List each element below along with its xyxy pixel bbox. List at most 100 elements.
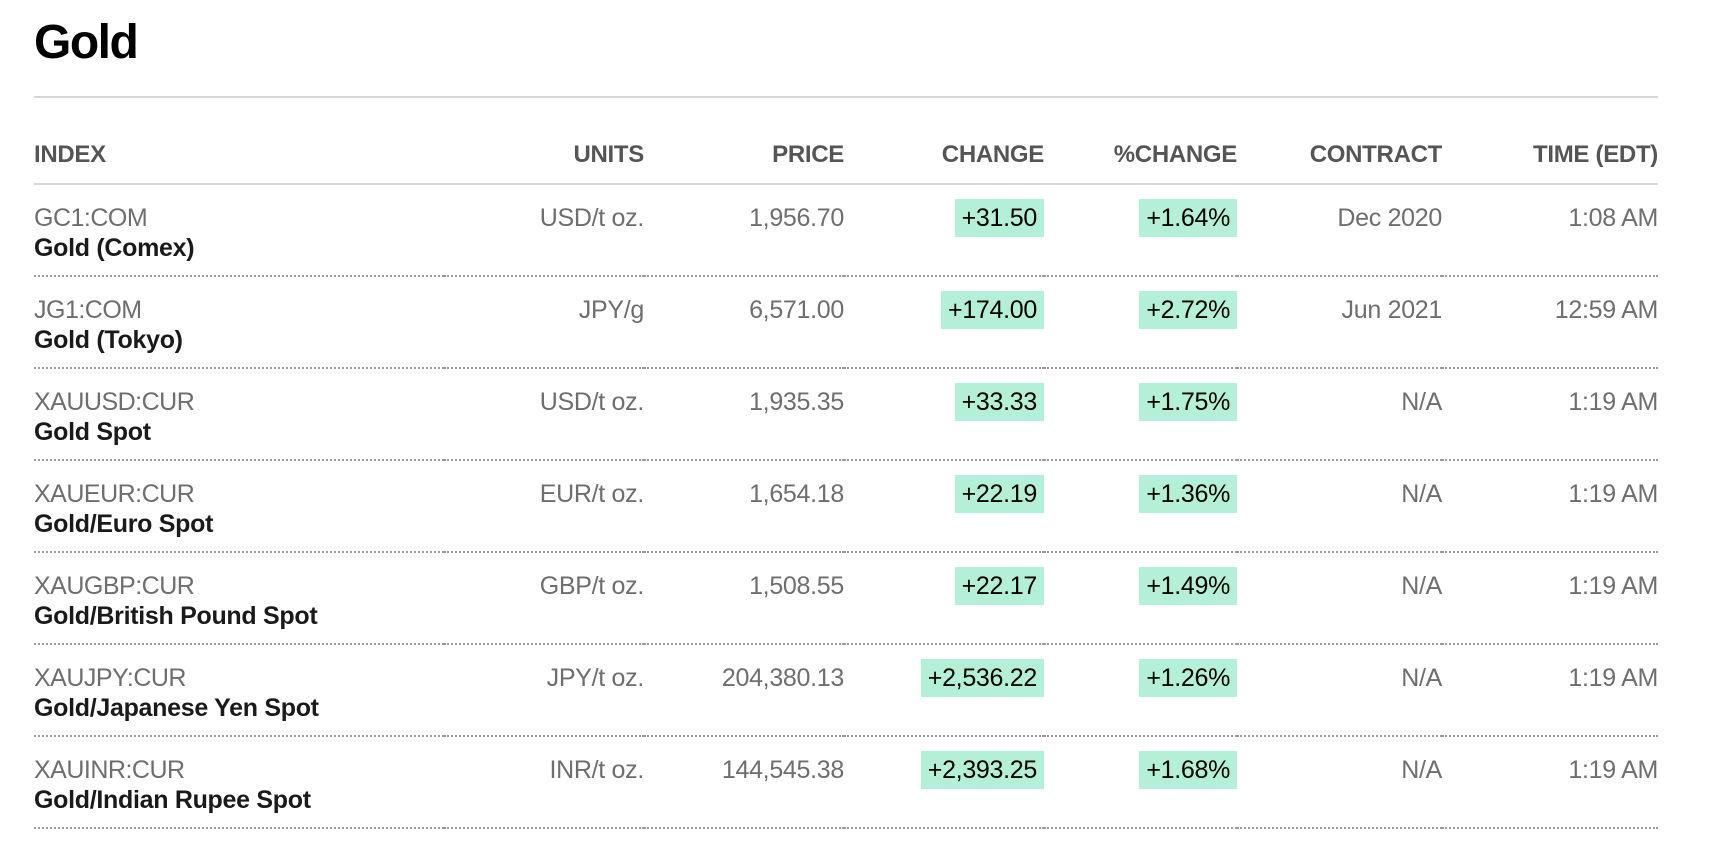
ticker-symbol[interactable]: XAUJPY:CUR [34,664,186,692]
column-header-change: CHANGE [844,128,1044,185]
ticker-symbol[interactable]: GC1:COM [34,204,148,232]
change-value: +2,536.22 [920,659,1044,697]
contract-value: Jun 2021 [1341,296,1443,324]
units-cell: EUR/t oz. [444,460,644,553]
change-cell: +2,393.25 [844,736,1044,829]
price-cell: 204,380.13 [644,644,844,737]
pct-change-cell: +1.49% [1044,552,1237,645]
units-value: JPY/g [578,296,645,324]
change-value: +33.33 [954,383,1044,421]
price-value: 1,935.35 [749,388,844,416]
title-divider [34,96,1658,98]
security-name[interactable]: Gold Spot [34,418,151,446]
price-value: 6,571.00 [749,296,844,324]
price-value: 1,654.18 [749,480,844,508]
pct-change-value: +1.64% [1139,199,1237,237]
ticker-symbol[interactable]: JG1:COM [34,296,142,324]
time-cell: 1:19 AM [1442,644,1658,737]
units-cell: USD/t oz. [444,184,645,277]
price-cell: 1,654.18 [644,460,844,553]
ticker-symbol[interactable]: XAUEUR:CUR [34,480,195,508]
security-name[interactable]: Gold/Indian Rupee Spot [34,786,311,814]
index-cell: JG1:COM Gold (Tokyo) [34,276,444,369]
price-value: 1,508.55 [749,572,844,600]
change-cell: +174.00 [844,276,1044,369]
pct-change-value: +1.49% [1139,567,1237,605]
security-name[interactable]: Gold (Tokyo) [34,326,183,354]
contract-value: N/A [1401,664,1442,692]
time-cell: 12:59 AM [1442,276,1659,369]
index-cell: XAUUSD:CUR Gold Spot [34,368,444,461]
change-value: +2,393.25 [920,751,1044,789]
security-name[interactable]: Gold/Japanese Yen Spot [34,694,319,722]
units-cell: GBP/t oz. [444,552,645,645]
change-cell: +31.50 [844,184,1044,277]
units-cell: INR/t oz. [444,736,644,829]
security-name[interactable]: Gold (Comex) [34,234,195,262]
page-title: Gold [34,16,139,69]
index-cell: XAUINR:CUR Gold/Indian Rupee Spot [34,736,444,829]
units-value: INR/t oz. [549,756,644,784]
units-cell: JPY/g [444,276,645,369]
security-name[interactable]: Gold/Euro Spot [34,510,214,538]
table-row[interactable]: XAUEUR:CUR Gold/Euro Spot EUR/t oz. 1,65… [34,460,1658,553]
contract-value: N/A [1401,480,1442,508]
table-body: GC1:COM Gold (Comex) USD/t oz. 1,956.70 … [34,184,1659,829]
pct-change-value: +2.72% [1139,291,1237,329]
time-cell: 1:19 AM [1442,460,1658,553]
price-cell: 1,956.70 [644,184,844,277]
pct-change-value: +1.36% [1139,475,1237,513]
index-cell: XAUEUR:CUR Gold/Euro Spot [34,460,444,553]
column-header-pct-change: %CHANGE [1044,128,1237,185]
units-value: GBP/t oz. [539,572,645,600]
pct-change-cell: +2.72% [1044,276,1237,369]
time-cell: 1:19 AM [1442,552,1658,645]
contract-cell: N/A [1237,644,1442,737]
time-cell: 1:08 AM [1442,184,1658,277]
table-row[interactable]: XAUGBP:CUR Gold/British Pound Spot GBP/t… [34,552,1658,645]
time-value: 1:19 AM [1568,480,1658,508]
contract-cell: Dec 2020 [1237,184,1442,277]
index-cell: GC1:COM Gold (Comex) [34,184,444,277]
contract-cell: N/A [1237,368,1442,461]
contract-cell: N/A [1237,736,1442,829]
pct-change-value: +1.26% [1139,659,1237,697]
time-value: 1:19 AM [1568,572,1658,600]
ticker-symbol[interactable]: XAUGBP:CUR [34,572,195,600]
table-row[interactable]: XAUJPY:CUR Gold/Japanese Yen Spot JPY/t … [34,644,1658,737]
index-cell: XAUGBP:CUR Gold/British Pound Spot [34,552,444,645]
index-cell: XAUJPY:CUR Gold/Japanese Yen Spot [34,644,444,737]
price-value: 144,545.38 [721,756,844,784]
table-row[interactable]: XAUINR:CUR Gold/Indian Rupee Spot INR/t … [34,736,1658,829]
table-row[interactable]: GC1:COM Gold (Comex) USD/t oz. 1,956.70 … [34,184,1658,277]
change-cell: +22.17 [844,552,1044,645]
pct-change-value: +1.75% [1139,383,1237,421]
ticker-symbol[interactable]: XAUINR:CUR [34,756,185,784]
pct-change-cell: +1.68% [1044,736,1237,829]
units-value: USD/t oz. [539,204,645,232]
price-cell: 1,935.35 [644,368,844,461]
column-header-price: PRICE [644,128,844,185]
time-value: 12:59 AM [1554,296,1659,324]
table-row[interactable]: XAUUSD:CUR Gold Spot USD/t oz. 1,935.35 … [34,368,1658,461]
column-header-index: INDEX [34,128,444,185]
time-cell: 1:19 AM [1442,736,1658,829]
table-row[interactable]: JG1:COM Gold (Tokyo) JPY/g 6,571.00 +174… [34,276,1659,369]
contract-cell: Jun 2021 [1237,276,1443,369]
change-value: +22.17 [954,567,1044,605]
contract-value: N/A [1401,572,1442,600]
contract-value: N/A [1401,388,1442,416]
change-cell: +2,536.22 [844,644,1044,737]
ticker-symbol[interactable]: XAUUSD:CUR [34,388,195,416]
price-value: 1,956.70 [749,204,844,232]
security-name[interactable]: Gold/British Pound Spot [34,602,318,630]
pct-change-cell: +1.36% [1044,460,1237,553]
contract-value: N/A [1401,756,1442,784]
column-header-contract: CONTRACT [1237,128,1442,185]
column-header-time: TIME (EDT) [1442,128,1658,185]
pct-change-cell: +1.75% [1044,368,1237,461]
pct-change-value: +1.68% [1139,751,1237,789]
time-value: 1:19 AM [1568,388,1658,416]
price-cell: 144,545.38 [644,736,844,829]
units-cell: JPY/t oz. [444,644,644,737]
